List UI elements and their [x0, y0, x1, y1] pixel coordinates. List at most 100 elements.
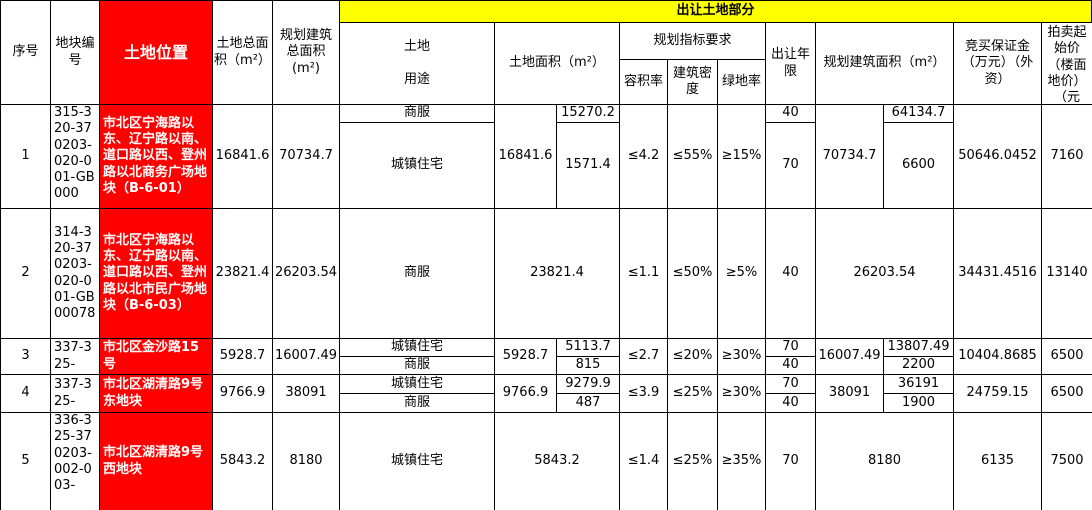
row4-green: ≥30%: [718, 375, 766, 413]
row5-price: 7500: [1050, 453, 1084, 469]
row4-seq: 4: [1, 375, 51, 413]
row5-build-area: 8180: [816, 413, 954, 510]
row3-plot-no: 337-325-: [51, 339, 100, 375]
row2-use-1: 商服: [340, 209, 495, 339]
header-seq: 序号: [1, 1, 51, 105]
row1-far: ≤4.2: [620, 105, 668, 209]
row1-land-split-2: 1571.4: [557, 123, 620, 209]
row1-land-area: 16841.6: [495, 105, 557, 209]
row1-term-2: 70: [766, 123, 816, 209]
row4-total-build: 38091: [273, 375, 340, 413]
header-density: 建筑密度: [668, 60, 718, 105]
header-transfer-section: 出让土地部分: [340, 1, 1092, 23]
row4-plot-no: 337-325-: [51, 375, 100, 413]
row4-far: ≤3.9: [620, 375, 668, 413]
row2-location: 市北区宁海路以东、辽宁路以南、道口路以西、登州路以北市民广场地块（B-6-03）: [100, 209, 213, 339]
header-plan-req: 规划指标要求: [620, 23, 766, 60]
header-build-area: 规划建筑面积（m²）: [816, 23, 954, 105]
row3-seq: 3: [1, 339, 51, 375]
row4-density: ≤25%: [668, 375, 718, 413]
row2-far: ≤1.1: [620, 209, 668, 339]
row2-land-area: 23821.4: [495, 209, 620, 339]
row4-build-split-1: 36191: [884, 375, 954, 394]
header-land-area: 土地面积（m²）: [495, 23, 620, 105]
row3-land-split-2: 815: [557, 357, 620, 375]
row2-density: ≤50%: [668, 209, 718, 339]
row3-location: 市北区金沙路15号: [100, 339, 213, 375]
header-total-land-area: 土地总面积（m²）: [213, 1, 273, 105]
row5-green: ≥35%: [718, 413, 766, 510]
row3-build-area: 16007.49: [816, 339, 884, 375]
row1-deposit: 50646.0452: [954, 105, 1042, 209]
row3-use-2: 商服: [340, 357, 495, 375]
row3-use-1: 城镇住宅: [340, 339, 495, 357]
row3-far: ≤2.7: [620, 339, 668, 375]
header-term: 出让年限: [766, 23, 816, 105]
row5-seq: 5: [1, 413, 51, 510]
row1-term-1: 40: [766, 105, 816, 123]
row3-land-split-1: 5113.7: [557, 339, 620, 357]
table-top-border: [0, 0, 1092, 1]
row5-term-1: 70: [766, 413, 816, 510]
row1-plot-no: 315-320-370203-020-001-GB000: [51, 105, 100, 209]
row3-term-2: 40: [766, 357, 816, 375]
row4-land-split-2: 487: [557, 394, 620, 413]
row4-land-area: 9766.9: [495, 375, 557, 413]
row2-total-land: 23821.4: [213, 209, 273, 339]
row3-total-land: 5928.7: [213, 339, 273, 375]
row2-total-build: 26203.54: [273, 209, 340, 339]
row5-land-area: 5843.2: [495, 413, 620, 510]
row2-term-1: 40: [766, 209, 816, 339]
row1-total-build: 70734.7: [273, 105, 340, 209]
header-land-use-text: 土地 用途: [403, 39, 430, 87]
row2-deposit: 34431.4516: [954, 209, 1042, 339]
row4-price: 6500: [1042, 375, 1092, 413]
header-land-use: 土地 用途: [340, 23, 495, 105]
header-location: 土地位置: [100, 1, 213, 105]
row4-location: 市北区湖清路9号东地块: [100, 375, 213, 413]
row1-density: ≤55%: [668, 105, 718, 209]
row4-build-split-2: 1900: [884, 394, 954, 413]
row4-build-area: 38091: [816, 375, 884, 413]
row5-use-1: 城镇住宅: [340, 413, 495, 510]
header-green: 绿地率: [718, 60, 766, 105]
table-left-border: [0, 0, 1, 510]
row5-plot-no: 336-325-370203-002-003-: [51, 413, 100, 510]
row1-location: 市北区宁海路以东、辽宁路以南、道口路以西、登州路以北商务广场地块（B-6-01）: [100, 105, 213, 209]
row1-green: ≥15%: [718, 105, 766, 209]
row3-green: ≥30%: [718, 339, 766, 375]
row1-use-1: 商服: [340, 105, 495, 123]
row3-land-area: 5928.7: [495, 339, 557, 375]
row1-build-split-2: 6600: [884, 123, 954, 209]
row4-use-2: 商服: [340, 394, 495, 413]
header-far: 容积率: [620, 60, 668, 105]
row1-build-split-1: 64134.7: [884, 105, 954, 123]
header-plot-no: 地块编号: [51, 1, 100, 105]
header-deposit: 竞买保证金（万元）（外资）: [954, 23, 1042, 105]
row2-green: ≥5%: [718, 209, 766, 339]
row4-term-1: 70: [766, 375, 816, 394]
row1-land-split-1: 15270.2: [557, 105, 620, 123]
row1-price: 7160: [1042, 105, 1092, 209]
row3-term-1: 70: [766, 339, 816, 357]
row5-location: 市北区湖清路9号西地块: [100, 413, 213, 510]
row3-price: 6500: [1042, 339, 1092, 375]
row5-total-land: 5843.2: [213, 413, 273, 510]
row3-build-split-2: 2200: [884, 357, 954, 375]
row3-deposit: 10404.8685: [954, 339, 1042, 375]
row5-deposit: 6135: [954, 413, 1042, 510]
row4-term-2: 40: [766, 394, 816, 413]
row5-total-build: 8180: [273, 413, 340, 510]
row1-seq: 1: [1, 105, 51, 209]
row2-seq: 2: [1, 209, 51, 339]
row2-build-area: 26203.54: [816, 209, 954, 339]
row1-build-area: 70734.7: [816, 105, 884, 209]
row4-land-split-1: 9279.9: [557, 375, 620, 394]
row1-total-land: 16841.6: [213, 105, 273, 209]
row4-total-land: 9766.9: [213, 375, 273, 413]
row2-price: 13140: [1042, 209, 1092, 339]
row5-far: ≤1.4: [620, 413, 668, 510]
row5-density: ≤25%: [668, 413, 718, 510]
row3-density: ≤20%: [668, 339, 718, 375]
row4-use-1: 城镇住宅: [340, 375, 495, 394]
